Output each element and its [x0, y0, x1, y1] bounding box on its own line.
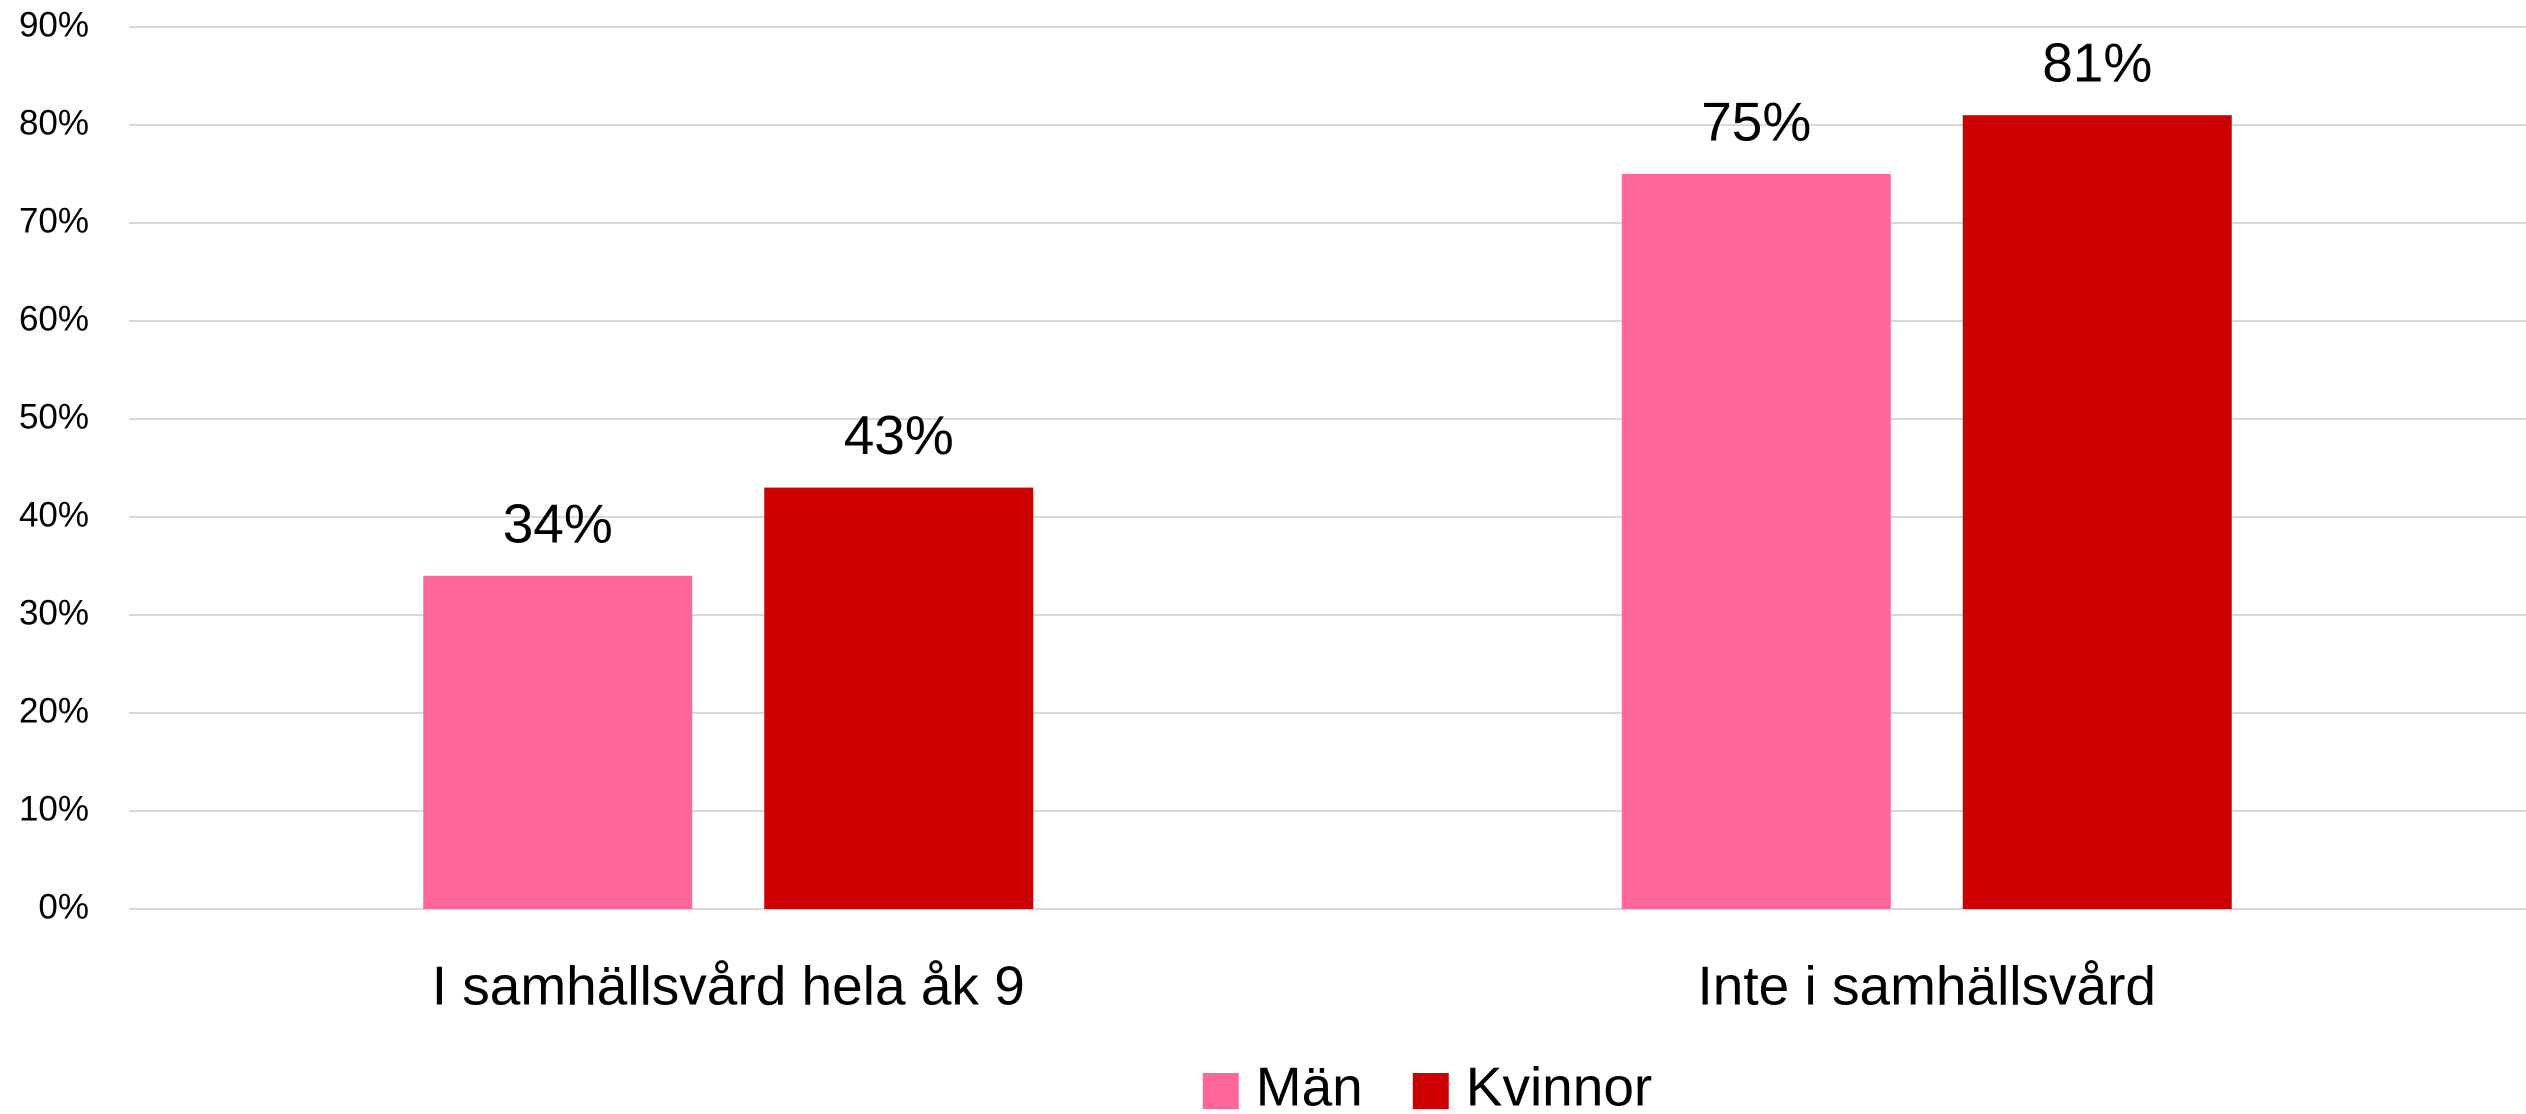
legend-label: Kvinnor	[1466, 1056, 1652, 1114]
y-tick-label: 40%	[19, 495, 89, 534]
legend-swatch	[1202, 1073, 1239, 1109]
y-tick-label: 20%	[19, 691, 89, 730]
bar	[423, 575, 693, 909]
legend: Män Kvinnor	[1202, 1056, 1652, 1114]
y-tick-label: 10%	[19, 789, 89, 828]
value-label: 81%	[2042, 32, 2152, 94]
y-tick-label: 0%	[38, 887, 89, 926]
x-tick-label: Inte i samhällsvård	[1697, 955, 2156, 1017]
bar	[1621, 174, 1891, 909]
y-tick-label: 50%	[19, 397, 89, 436]
bar	[764, 487, 1034, 909]
y-tick-label: 30%	[19, 593, 89, 632]
bar	[1962, 115, 2232, 909]
legend-swatch	[1412, 1073, 1449, 1109]
value-label: 43%	[844, 404, 954, 466]
value-label: 75%	[1701, 91, 1811, 153]
y-tick-label: 90%	[19, 5, 89, 44]
value-label: 34%	[503, 492, 613, 554]
x-tick-label: I samhällsvård hela åk 9	[432, 955, 1025, 1017]
y-tick-label: 60%	[19, 299, 89, 338]
y-tick-label: 70%	[19, 201, 89, 240]
legend-label: Män	[1256, 1056, 1363, 1114]
y-tick-label: 80%	[19, 103, 89, 142]
